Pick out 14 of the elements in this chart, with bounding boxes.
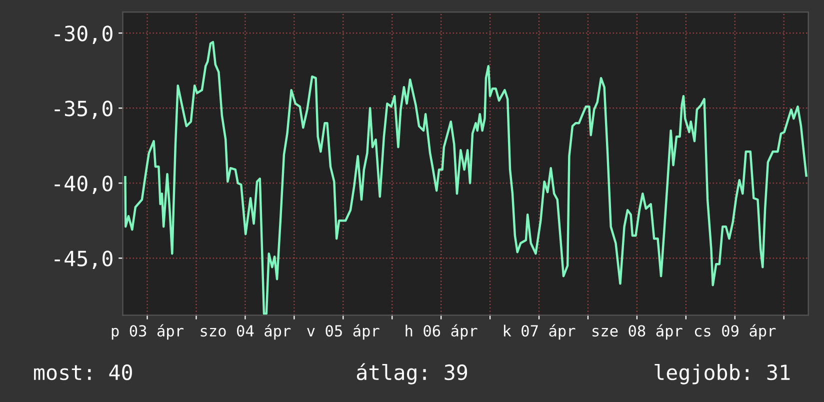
x-tick-label: sze 08 ápr bbox=[592, 324, 682, 340]
x-tick-label: h 06 ápr bbox=[406, 324, 478, 340]
x-tick-label: szo 04 ápr bbox=[200, 324, 291, 340]
x-tick-label: p 03 ápr bbox=[112, 324, 184, 340]
text: átlag: 39 bbox=[356, 363, 468, 384]
text: legjobb: 31 bbox=[654, 364, 790, 384]
y-tick-label: -45,0 bbox=[54, 250, 112, 270]
y-tick-label: -35,0 bbox=[54, 100, 112, 119]
x-tick-label: cs 09 ápr bbox=[694, 324, 776, 340]
y-tick-label: -30,0 bbox=[54, 26, 112, 44]
y-tick-label: -40,0 bbox=[54, 176, 112, 194]
x-tick-label: k 07 ápr bbox=[504, 324, 576, 340]
x-tick-label: v 05 ápr bbox=[307, 324, 380, 340]
text: most: 40 bbox=[34, 364, 132, 380]
